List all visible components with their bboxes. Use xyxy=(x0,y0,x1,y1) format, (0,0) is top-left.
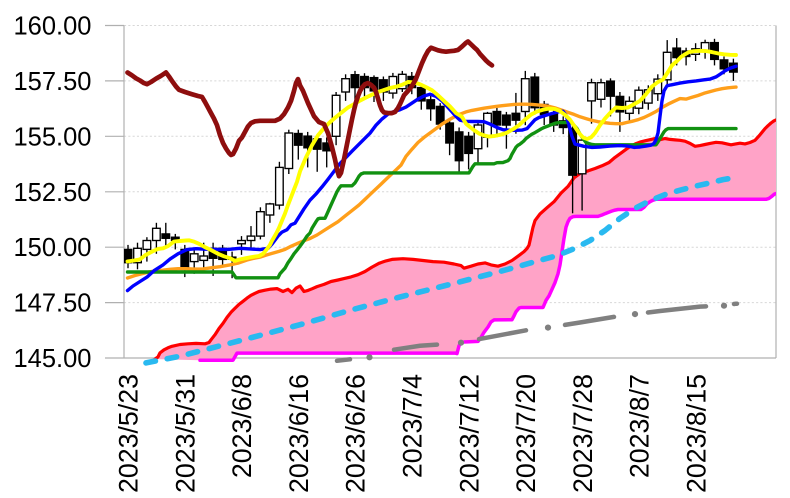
svg-text:2023/8/7: 2023/8/7 xyxy=(625,374,655,478)
svg-text:155.00: 155.00 xyxy=(14,123,92,151)
svg-text:145.00: 145.00 xyxy=(14,345,92,373)
svg-text:2023/7/28: 2023/7/28 xyxy=(568,374,598,493)
svg-text:2023/7/20: 2023/7/20 xyxy=(511,374,541,493)
svg-text:2023/6/16: 2023/6/16 xyxy=(284,374,314,493)
svg-text:2023/7/12: 2023/7/12 xyxy=(454,374,484,493)
svg-text:2023/8/15: 2023/8/15 xyxy=(681,374,711,493)
svg-text:147.50: 147.50 xyxy=(14,290,92,318)
svg-text:2023/7/4: 2023/7/4 xyxy=(398,374,428,478)
svg-text:2023/6/26: 2023/6/26 xyxy=(341,374,371,493)
svg-text:2023/5/31: 2023/5/31 xyxy=(171,374,201,493)
svg-text:157.50: 157.50 xyxy=(14,68,92,96)
svg-text:2023/6/8: 2023/6/8 xyxy=(227,374,257,478)
svg-text:152.50: 152.50 xyxy=(14,179,92,207)
svg-text:160.00: 160.00 xyxy=(14,13,92,41)
svg-text:150.00: 150.00 xyxy=(14,234,92,262)
svg-text:2023/5/23: 2023/5/23 xyxy=(114,374,144,493)
